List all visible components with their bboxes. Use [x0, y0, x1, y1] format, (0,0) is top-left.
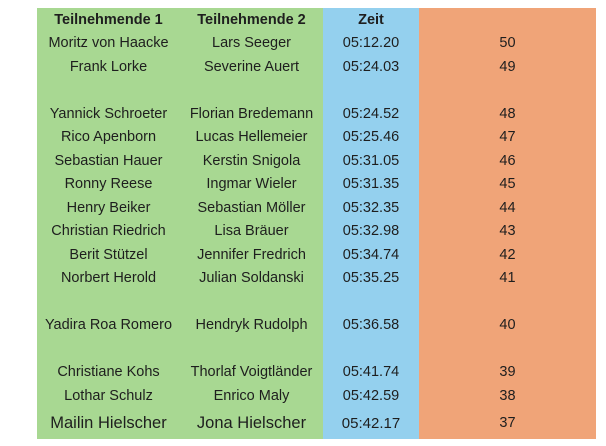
number-cell: 40: [419, 313, 596, 337]
participant1-cell: Berit Stützel: [37, 243, 180, 267]
time-cell: 05:25.46: [323, 125, 419, 149]
participant2-cell: Julian Soldanski: [180, 266, 323, 290]
participant2-cell: Thorlaf Voigtländer: [180, 360, 323, 384]
number-cell: [419, 337, 596, 361]
participant1-cell: Lothar Schulz: [37, 384, 180, 408]
header-number-blank: [419, 8, 596, 32]
time-cell: [323, 337, 419, 361]
participant2-cell: Sebastian Möller: [180, 196, 323, 220]
participant2-cell: Lucas Hellemeier: [180, 125, 323, 149]
spacer-row: [37, 78, 596, 102]
participant1-cell: Moritz von Haacke: [37, 31, 180, 55]
results-table: Teilnehmende 1 Teilnehmende 2 Zeit Morit…: [37, 8, 596, 439]
number-cell: [419, 78, 596, 102]
number-cell: 43: [419, 219, 596, 243]
participant1-cell: Yannick Schroeter: [37, 102, 180, 126]
participant1-cell: Christian Riedrich: [37, 219, 180, 243]
number-cell: 50: [419, 31, 596, 55]
number-cell: 46: [419, 149, 596, 173]
time-cell: 05:31.35: [323, 172, 419, 196]
number-cell: 49: [419, 55, 596, 79]
table-row: Mailin Hielscher Jona Hielscher 05:42.17 37: [37, 407, 596, 439]
time-cell: 05:12.20: [323, 31, 419, 55]
time-cell: 05:24.03: [323, 55, 419, 79]
number-cell: 44: [419, 196, 596, 220]
number-cell: 47: [419, 125, 596, 149]
participant2-cell: [180, 337, 323, 361]
participant2-cell: Enrico Maly: [180, 384, 323, 408]
participant1-cell: Rico Apenborn: [37, 125, 180, 149]
participant2-cell: Hendryk Rudolph: [180, 313, 323, 337]
time-cell: 05:24.52: [323, 102, 419, 126]
table-row: Henry Beiker Sebastian Möller 05:32.35 44: [37, 196, 596, 220]
time-cell: 05:36.58: [323, 313, 419, 337]
table-row: Yadira Roa Romero Hendryk Rudolph 05:36.58…: [37, 313, 596, 337]
participant2-cell: Jennifer Fredrich: [180, 243, 323, 267]
participant1-cell: Henry Beiker: [37, 196, 180, 220]
participant1-cell: [37, 78, 180, 102]
time-cell: 05:31.05: [323, 149, 419, 173]
spacer-row: [37, 337, 596, 361]
header-teilnehmende-2: Teilnehmende 2: [180, 8, 323, 32]
participant1-cell: Ronny Reese: [37, 172, 180, 196]
participant2-cell: [180, 78, 323, 102]
number-cell: 48: [419, 102, 596, 126]
participant1-cell: Norbert Herold: [37, 266, 180, 290]
table-row: Rico Apenborn Lucas Hellemeier 05:25.46 47: [37, 125, 596, 149]
table-row: Sebastian Hauer Kerstin Snigola 05:31.05 46: [37, 149, 596, 173]
participant2-cell: Kerstin Snigola: [180, 149, 323, 173]
participant2-cell: Florian Bredemann: [180, 102, 323, 126]
number-cell: 45: [419, 172, 596, 196]
time-cell: 05:32.35: [323, 196, 419, 220]
time-cell: 05:32.98: [323, 219, 419, 243]
participant1-cell: Mailin Hielscher: [37, 407, 180, 439]
table-body: Moritz von Haacke Lars Seeger 05:12.20 50 Fr…: [37, 31, 596, 439]
participant2-cell: Ingmar Wieler: [180, 172, 323, 196]
participant2-cell: [180, 290, 323, 314]
participant2-cell: Jona Hielscher: [180, 407, 323, 439]
table-row: Christian Riedrich Lisa Bräuer 05:32.98 43: [37, 219, 596, 243]
participant1-cell: Frank Lorke: [37, 55, 180, 79]
time-cell: 05:42.17: [323, 407, 419, 439]
time-cell: 05:42.59: [323, 384, 419, 408]
number-cell: 42: [419, 243, 596, 267]
time-cell: 05:41.74: [323, 360, 419, 384]
table-row: Berit Stützel Jennifer Fredrich 05:34.74 42: [37, 243, 596, 267]
table-row: Yannick Schroeter Florian Bredemann 05:24.…: [37, 102, 596, 126]
header-zeit: Zeit: [323, 8, 419, 32]
table-row: Lothar Schulz Enrico Maly 05:42.59 38: [37, 384, 596, 408]
number-cell: 38: [419, 384, 596, 408]
number-cell: 41: [419, 266, 596, 290]
spacer-row: [37, 290, 596, 314]
participant1-cell: Christiane Kohs: [37, 360, 180, 384]
header-teilnehmende-1: Teilnehmende 1: [37, 8, 180, 32]
table-row: Ronny Reese Ingmar Wieler 05:31.35 45: [37, 172, 596, 196]
table-row: Moritz von Haacke Lars Seeger 05:12.20 50: [37, 31, 596, 55]
time-cell: 05:35.25: [323, 266, 419, 290]
time-cell: [323, 290, 419, 314]
table-row: Frank Lorke Severine Auert 05:24.03 49: [37, 55, 596, 79]
participant2-cell: Lisa Bräuer: [180, 219, 323, 243]
participant2-cell: Lars Seeger: [180, 31, 323, 55]
table-row: Christiane Kohs Thorlaf Voigtländer 05:41.…: [37, 360, 596, 384]
number-cell: 39: [419, 360, 596, 384]
participant1-cell: Yadira Roa Romero: [37, 313, 180, 337]
number-cell: [419, 290, 596, 314]
time-cell: [323, 78, 419, 102]
participant1-cell: [37, 290, 180, 314]
number-cell: 37: [419, 407, 596, 439]
participant1-cell: [37, 337, 180, 361]
time-cell: 05:34.74: [323, 243, 419, 267]
participant2-cell: Severine Auert: [180, 55, 323, 79]
participant1-cell: Sebastian Hauer: [37, 149, 180, 173]
table-header-row: Teilnehmende 1 Teilnehmende 2 Zeit: [37, 8, 596, 32]
table-row: Norbert Herold Julian Soldanski 05:35.25 41: [37, 266, 596, 290]
